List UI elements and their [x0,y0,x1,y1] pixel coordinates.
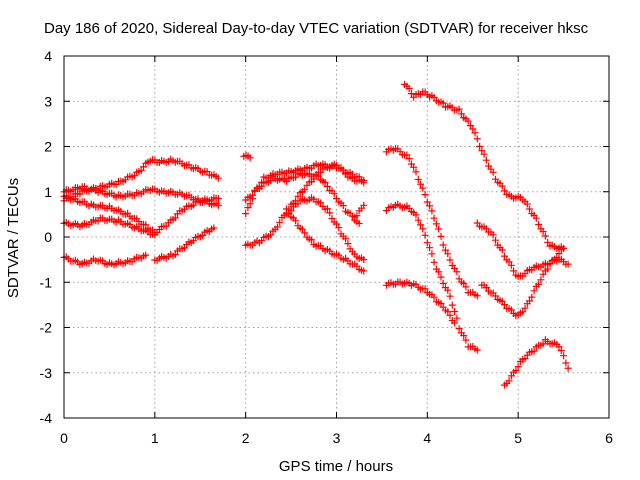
plot-frame [63,55,610,419]
x-tick-label: 0 [60,430,68,446]
tick-labels: 0 1 2 3 4 5 6 -4 -3 -2 -1 0 1 2 3 4 [40,48,614,446]
x-tick-label: 1 [151,430,159,446]
series-track-9 [242,160,368,249]
x-tick-label: 6 [605,430,613,446]
data-point-markers [242,160,368,249]
x-tick-label: 4 [423,430,431,446]
series-track-17 [401,80,568,252]
y-tick-label: -4 [40,410,53,426]
y-tick-label: 1 [44,184,52,200]
y-tick-label: 0 [44,229,52,245]
data-point-markers [473,219,572,280]
series-track-14 [383,145,481,300]
x-tick-label: 3 [333,430,341,446]
series-track-16 [383,278,459,327]
data-point-markers [240,151,254,162]
y-tick-label: 2 [44,139,52,155]
chart-title: Day 186 of 2020, Sidereal Day-to-day VTE… [44,20,589,37]
series-track-6 [151,224,218,264]
data-series [60,80,572,389]
series-track-13 [351,201,368,221]
series-track-12 [240,151,254,162]
data-point-markers [383,200,481,354]
y-tick-label: 4 [44,48,52,64]
data-point-markers [283,205,368,275]
series-track-15 [383,200,481,354]
y-tick-label: -1 [40,274,53,290]
series-track-19 [478,244,568,320]
data-point-markers [501,336,572,389]
series-track-8 [242,169,363,227]
y-axis-title: SDTVAR / TECUs [5,178,22,298]
data-point-markers [151,224,218,264]
data-point-markers [383,278,459,327]
x-tick-label: 5 [514,430,522,446]
data-point-markers [401,80,568,252]
x-tick-label: 2 [242,430,250,446]
y-tick-label: 3 [44,93,52,109]
series-track-20 [501,336,572,389]
data-point-markers [242,169,363,227]
series-track-11 [283,205,368,275]
data-point-markers [478,244,568,320]
y-tick-label: -3 [40,365,53,381]
data-point-markers [383,145,481,300]
y-tick-label: -2 [40,320,53,336]
x-axis-title: GPS time / hours [279,458,393,475]
data-point-markers [351,201,368,221]
series-track-18 [473,219,572,280]
